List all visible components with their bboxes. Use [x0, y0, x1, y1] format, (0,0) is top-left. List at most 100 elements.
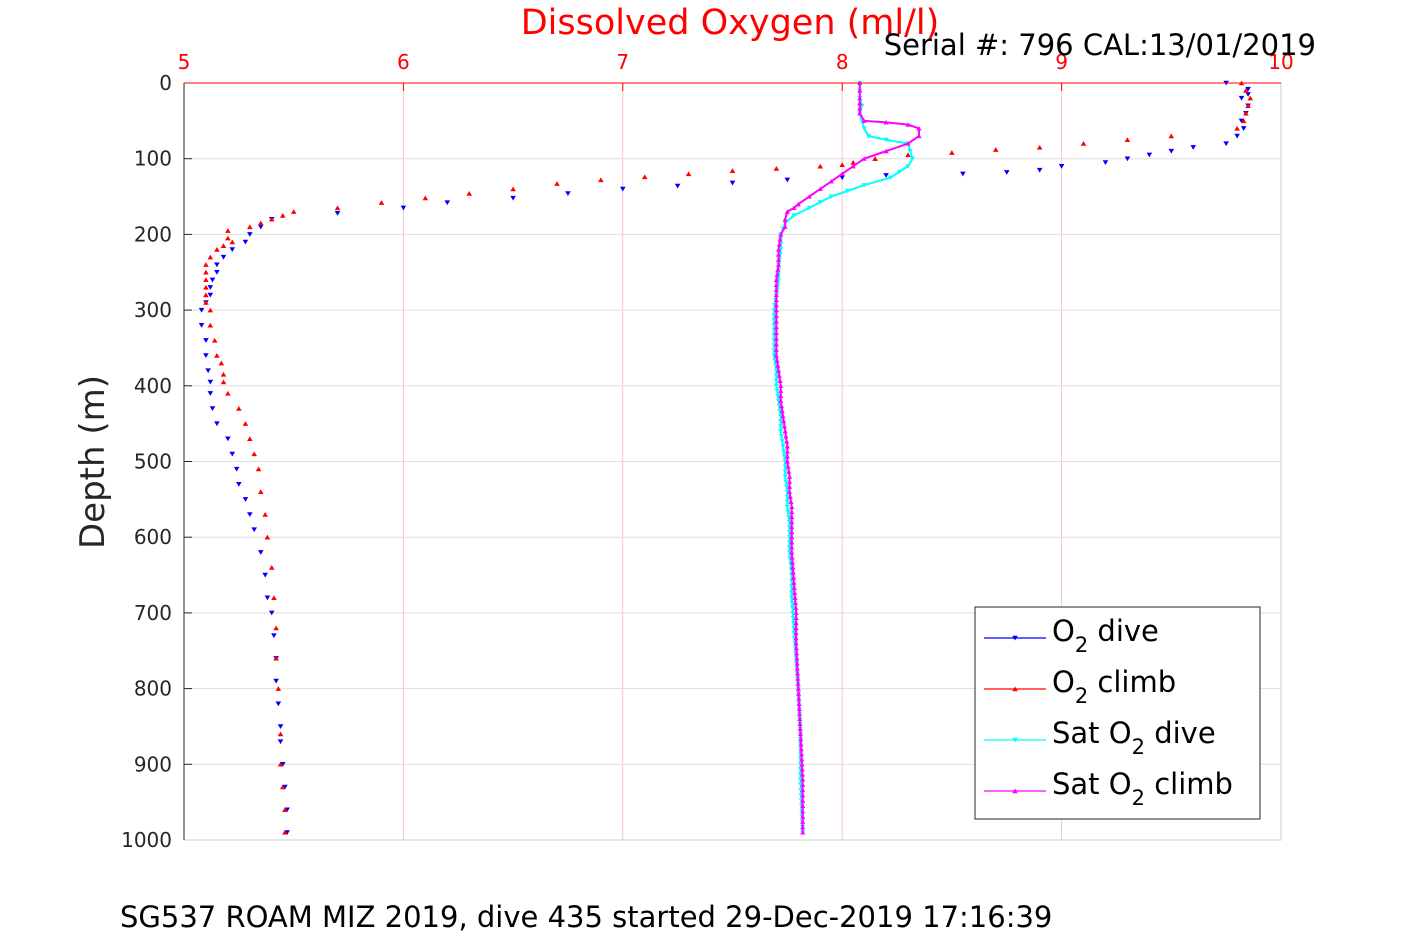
o2-climb-point [279, 784, 286, 790]
sat-o2-climb-point [791, 585, 797, 590]
sat-o2-climb-point [786, 489, 793, 494]
sat-o2-dive-point [789, 584, 795, 589]
o2-climb-point [268, 564, 275, 570]
sat-o2-dive-point [828, 194, 834, 199]
sat-o2-dive-point [781, 454, 788, 459]
o2-climb-point [257, 220, 264, 226]
sat-o2-dive-point [784, 484, 790, 490]
sat-o2-climb-point [786, 474, 793, 479]
sat-o2-dive-point [778, 424, 784, 429]
sat-o2-climb-point [800, 819, 806, 824]
o2-dive-point [400, 205, 407, 211]
sat-o2-dive-point [785, 509, 791, 515]
sat-o2-climb-point [794, 671, 801, 676]
o2-climb-point [1240, 118, 1247, 124]
o2-climb-point [992, 147, 999, 152]
o2-dive-point [233, 466, 240, 472]
sat-o2-climb-point [800, 777, 806, 782]
o2-climb-point [247, 436, 253, 442]
sat-o2-climb-point [799, 756, 805, 762]
o2-climb-point [839, 162, 845, 167]
sat-o2-climb-point [785, 464, 791, 469]
o2-climb-point [1036, 144, 1043, 150]
o2-dive-point [674, 183, 681, 189]
sat-o2-climb-point [776, 242, 782, 247]
sat-o2-climb-point [778, 383, 784, 388]
o2-dive-point [510, 195, 516, 201]
sat-o2-climb-point [800, 808, 806, 814]
sat-o2-climb-point [795, 676, 801, 681]
y-tick-label: 200 [134, 222, 172, 246]
y-tick-label: 1000 [121, 828, 172, 852]
o2-dive-point [203, 338, 209, 343]
o2-dive-point [198, 323, 205, 328]
o2-climb-point [203, 292, 209, 298]
o2-dive-point [209, 406, 216, 412]
legend-marker-sat-o2-climb [1012, 788, 1018, 794]
o2-climb-point [422, 195, 429, 201]
sat-o2-climb-point [795, 691, 802, 696]
sat-o2-climb-point [796, 706, 802, 711]
sat-o2-climb-point [793, 645, 799, 651]
o2-climb-point [247, 224, 253, 230]
sat-o2-climb-point [798, 746, 804, 752]
sat-o2-climb-point [839, 171, 845, 176]
sat-o2-climb-point [797, 731, 804, 737]
sat-o2-climb-point [793, 610, 799, 615]
o2-dive-point [207, 379, 214, 385]
y-tick-label: 100 [134, 147, 172, 171]
y-tick-label: 300 [134, 298, 172, 322]
chart-title: Dissolved Oxygen (ml/l) [521, 3, 940, 43]
sat-o2-climb-point [857, 110, 863, 116]
o2-dive-point [262, 572, 268, 578]
o2-climb-point [290, 209, 297, 214]
o2-dive-point [247, 512, 253, 518]
sat-o2-climb-point [789, 514, 795, 520]
o2-dive-point [207, 285, 214, 290]
sat-o2-climb-point [797, 726, 803, 732]
x-tick-label: 5 [178, 50, 191, 74]
o2-dive-point [277, 724, 284, 729]
o2-climb-point [203, 262, 209, 267]
o2-climb-point [207, 322, 214, 328]
o2-climb-point [554, 181, 560, 186]
sat-o2-climb-point [773, 307, 779, 313]
o2-climb-point [466, 191, 473, 196]
sat-o2-climb-point [792, 590, 798, 595]
o2-dive-point [565, 191, 571, 197]
o2-dive-point [209, 277, 216, 283]
o2-climb-point [236, 405, 242, 411]
o2-dive-point [275, 701, 282, 707]
sat-o2-climb-point [857, 95, 863, 101]
o2-dive-point [242, 239, 249, 245]
sat-o2-climb-point [793, 625, 799, 631]
o2-climb-point [207, 307, 214, 313]
o2-climb-point [1168, 133, 1175, 139]
legend-label-o2-dive: O2 dive [1052, 614, 1159, 657]
sat-o2-climb-point [784, 438, 790, 444]
o2-climb-point [264, 534, 271, 540]
sat-o2-climb-point [798, 751, 805, 757]
sat-o2-climb-point [773, 319, 779, 324]
series-o2-dive [198, 80, 1251, 835]
o2-dive-point [214, 270, 220, 275]
sat-o2-dive-point [778, 419, 784, 424]
o2-climb-point [220, 243, 227, 248]
sat-o2-climb-point [796, 711, 803, 716]
sat-o2-climb-point [789, 560, 796, 565]
o2-climb-point [282, 829, 288, 835]
sat-o2-climb-point [789, 524, 795, 530]
footer-text: SG537 ROAM MIZ 2019, dive 435 started 29… [120, 900, 1052, 934]
sat-o2-climb-point [799, 772, 806, 777]
x-tick-label: 8 [836, 50, 849, 74]
o2-climb-point [378, 200, 385, 205]
o2-dive-point [236, 481, 242, 487]
sat-o2-climb-point [798, 741, 804, 747]
sat-o2-climb-point [793, 615, 799, 621]
o2-dive-point [1124, 156, 1131, 162]
o2-dive-point [729, 180, 736, 186]
series-layer [198, 80, 1254, 835]
o2-dive-point [1240, 126, 1247, 131]
sat-o2-dive-point [861, 126, 867, 131]
